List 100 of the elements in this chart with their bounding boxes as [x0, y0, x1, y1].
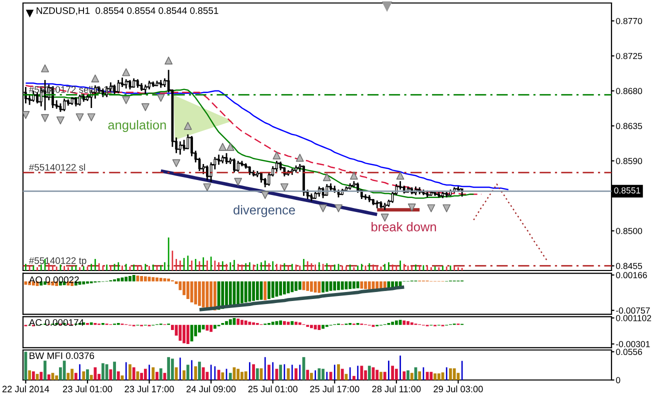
bar [136, 371, 140, 380]
bar [402, 371, 406, 380]
bar [198, 362, 201, 380]
y-tick-label: 0.001102 [616, 315, 652, 322]
bar [279, 281, 282, 296]
bar [452, 368, 456, 380]
bar [90, 322, 93, 325]
bar [333, 281, 336, 291]
bar [402, 320, 406, 325]
bar [182, 370, 186, 380]
bar [202, 324, 205, 330]
bar [167, 357, 170, 380]
bar [70, 368, 74, 380]
bar [182, 281, 186, 296]
bar [28, 370, 32, 380]
bar [456, 372, 460, 380]
bar [174, 367, 178, 380]
bar [178, 324, 182, 341]
bar [282, 321, 286, 325]
bar [236, 318, 240, 325]
bar [294, 368, 298, 380]
bar [352, 376, 356, 380]
bar [113, 362, 116, 380]
x-tick-label: 22 Jul 2014 [2, 386, 50, 392]
bar [298, 281, 302, 290]
bar [256, 281, 259, 300]
bar [159, 368, 162, 380]
bar [156, 278, 158, 282]
bar [182, 324, 186, 344]
bar [318, 324, 321, 330]
bar [364, 370, 367, 380]
bar [322, 368, 324, 380]
bar [290, 321, 294, 325]
bar [116, 278, 120, 282]
y-tick-label: -0.00757 [616, 307, 650, 314]
bar [391, 366, 394, 380]
bar [337, 364, 340, 380]
bar [40, 372, 43, 380]
bar [140, 372, 143, 380]
bar [128, 276, 132, 282]
y-tick-label: -0.00301 [616, 341, 650, 348]
bar [264, 281, 267, 300]
bar [248, 281, 252, 302]
bar [152, 277, 155, 282]
bar [228, 281, 232, 307]
bar [348, 281, 352, 290]
bar [282, 281, 286, 294]
bar [410, 372, 414, 380]
bar [170, 358, 174, 380]
bar [44, 360, 46, 380]
bar [252, 281, 255, 301]
x-tick-label: 29 Jul 03:00 [434, 386, 483, 392]
bar [271, 322, 274, 325]
bar [62, 360, 66, 380]
bar [194, 281, 198, 304]
bar [410, 322, 414, 325]
bar [437, 373, 440, 380]
bar [198, 324, 201, 333]
bar [132, 274, 136, 282]
bar [368, 281, 371, 290]
bar [306, 370, 310, 380]
bar [268, 364, 270, 380]
bar [252, 364, 255, 380]
bar [376, 370, 379, 380]
bar [236, 368, 240, 380]
bar [206, 281, 209, 309]
bar [322, 324, 324, 329]
bar [116, 371, 120, 380]
bar [318, 368, 321, 380]
bar [32, 371, 35, 380]
bar [360, 281, 364, 289]
bar [275, 321, 278, 325]
bar [406, 321, 410, 325]
bar [244, 320, 248, 325]
bar [426, 372, 429, 380]
x-tick-label: 28 Jul 11:00 [372, 386, 421, 392]
bar [252, 322, 255, 325]
bar [248, 322, 252, 325]
x-tick-label: 25 Jul 17:00 [310, 386, 360, 392]
line-series [198, 285, 406, 312]
bar [290, 281, 294, 292]
bar [202, 367, 205, 380]
bar [186, 281, 190, 299]
x-tick-label: 23 Jul 17:00 [124, 386, 174, 392]
bar [186, 364, 190, 380]
x-tick-label: 25 Jul 01:00 [248, 386, 298, 392]
bar [418, 371, 422, 380]
bar [310, 324, 313, 328]
x-tick-label: 24 Jul 09:00 [186, 386, 236, 392]
bar [340, 368, 344, 380]
bar [391, 322, 394, 325]
x-tick-label: 23 Jul 01:00 [62, 386, 112, 392]
bar [132, 367, 136, 380]
bar [430, 372, 433, 380]
bar [128, 364, 132, 380]
bar [271, 281, 274, 298]
bar [66, 372, 70, 380]
bar [140, 276, 143, 282]
bar [225, 321, 228, 325]
bar [318, 281, 321, 293]
